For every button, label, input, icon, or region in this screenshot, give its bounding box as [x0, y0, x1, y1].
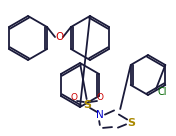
- Text: O: O: [55, 32, 63, 42]
- Text: O: O: [96, 94, 103, 103]
- Text: O: O: [71, 94, 77, 103]
- Text: S: S: [127, 118, 135, 128]
- Text: Cl: Cl: [157, 87, 167, 97]
- Text: S: S: [83, 100, 91, 110]
- Text: N: N: [96, 110, 104, 120]
